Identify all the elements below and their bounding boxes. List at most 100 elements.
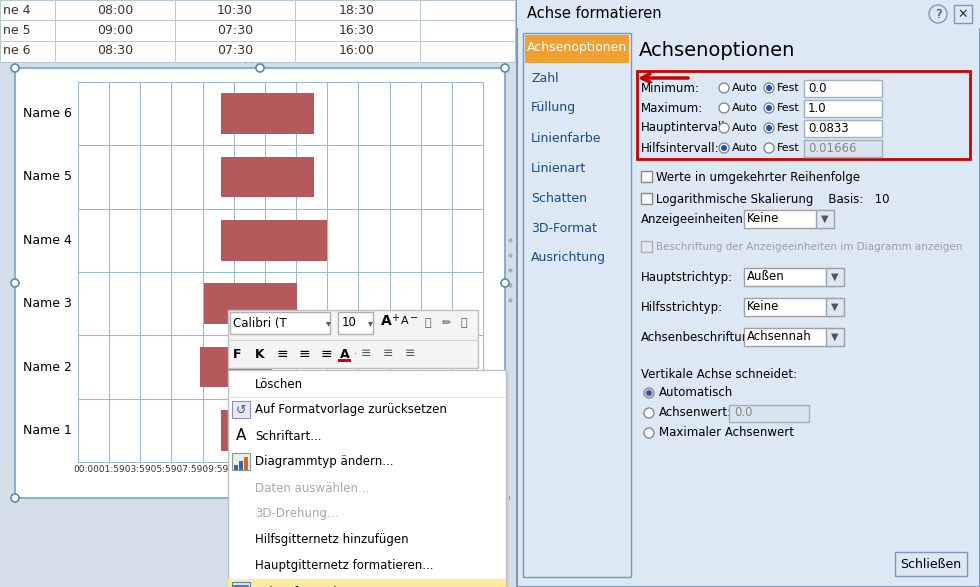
Circle shape (766, 125, 772, 131)
Text: Diagrammtyp ändern...: Diagrammtyp ändern... (255, 456, 394, 468)
Text: ✕: ✕ (957, 8, 968, 21)
Text: ≡: ≡ (277, 347, 289, 361)
Text: 09:00: 09:00 (97, 23, 133, 36)
Text: Außen: Außen (747, 271, 785, 284)
Text: ?: ? (935, 8, 942, 21)
Text: 🖊: 🖊 (460, 318, 466, 328)
Text: Zahl: Zahl (531, 72, 559, 85)
Circle shape (646, 390, 652, 396)
Text: ≡: ≡ (321, 347, 332, 361)
Text: Achse formatieren...: Achse formatieren... (255, 585, 374, 587)
Circle shape (719, 123, 729, 133)
Bar (517, 0, 980, 28)
Text: Auto: Auto (732, 123, 758, 133)
Text: ✏: ✏ (442, 318, 452, 328)
Bar (525, 35, 629, 63)
Text: Auto: Auto (732, 143, 758, 153)
Text: A: A (381, 314, 392, 328)
Text: ▼: ▼ (831, 272, 839, 282)
Bar (641, 193, 652, 204)
Text: Auto: Auto (732, 83, 758, 93)
Text: Linienart: Linienart (531, 161, 586, 174)
Text: 🪣: 🪣 (424, 318, 430, 328)
Bar (804, 120, 882, 137)
Text: Achsenoptionen: Achsenoptionen (639, 42, 796, 60)
Circle shape (11, 279, 19, 287)
Text: Linienfarbe: Linienfarbe (531, 131, 602, 144)
Bar (826, 328, 844, 346)
Bar (517, 0, 980, 587)
Bar (228, 310, 478, 368)
Text: ▾: ▾ (368, 318, 372, 328)
Text: Vertikale Achse schneidet:: Vertikale Achse schneidet: (641, 369, 797, 382)
Bar (200, 347, 272, 387)
Bar (15, 68, 505, 498)
Bar (729, 405, 809, 422)
Bar (816, 210, 834, 228)
Text: ≡: ≡ (405, 348, 416, 360)
Text: 18:30: 18:30 (339, 4, 375, 16)
Text: Achsenwert:: Achsenwert: (659, 407, 732, 420)
Text: ▼: ▼ (831, 332, 839, 342)
Bar (232, 582, 250, 587)
Text: Achse formatieren: Achse formatieren (527, 6, 662, 22)
Text: ▼: ▼ (831, 302, 839, 312)
Text: ne 5: ne 5 (3, 23, 30, 36)
Bar (744, 268, 834, 286)
Text: ↺: ↺ (236, 403, 246, 417)
Text: 16:30: 16:30 (339, 23, 375, 36)
Bar (804, 80, 882, 97)
Bar (205, 284, 297, 324)
Text: Hauptstrichtyp:: Hauptstrichtyp: (641, 271, 733, 284)
Text: 08:30: 08:30 (97, 45, 133, 58)
Text: Werte in umgekehrter Reihenfolge: Werte in umgekehrter Reihenfolge (656, 170, 860, 184)
Text: Beschriftung der Anzeigeeinheiten im Diagramm anzeigen: Beschriftung der Anzeigeeinheiten im Dia… (656, 242, 962, 252)
Circle shape (764, 83, 774, 93)
Bar (804, 140, 882, 157)
Text: Name 4: Name 4 (23, 234, 72, 247)
Text: ne 6: ne 6 (3, 45, 30, 58)
Text: K: K (255, 348, 265, 360)
Circle shape (719, 143, 729, 153)
Text: Löschen: Löschen (255, 377, 303, 390)
Text: Schatten: Schatten (531, 191, 587, 204)
Bar (338, 359, 351, 362)
Text: +: + (391, 313, 399, 323)
Bar (228, 579, 506, 587)
Text: Fest: Fest (777, 143, 800, 153)
Text: Achsenbeschriftungen:: Achsenbeschriftungen: (641, 330, 776, 343)
Text: Automatisch: Automatisch (659, 386, 733, 400)
Text: 0.0833: 0.0833 (808, 122, 849, 134)
Text: Schließen: Schließen (901, 558, 961, 571)
Circle shape (764, 143, 774, 153)
Text: 07:30: 07:30 (217, 45, 253, 58)
Text: Name 3: Name 3 (23, 297, 72, 310)
Bar (954, 5, 972, 23)
Text: Achsenoptionen: Achsenoptionen (527, 42, 627, 55)
Text: ≡: ≡ (361, 348, 371, 360)
Text: ▾: ▾ (326, 318, 331, 328)
Circle shape (766, 85, 772, 91)
Bar (744, 328, 834, 346)
Circle shape (256, 64, 264, 72)
Text: Keine: Keine (747, 301, 779, 313)
Circle shape (256, 494, 264, 502)
Circle shape (929, 5, 947, 23)
Text: Schriftart...: Schriftart... (255, 430, 321, 443)
Bar (221, 410, 247, 451)
Bar (239, 461, 243, 470)
Text: Auf Formatvorlage zurücksetzen: Auf Formatvorlage zurücksetzen (255, 403, 447, 417)
Text: 07:30: 07:30 (217, 23, 253, 36)
Bar (826, 268, 844, 286)
Circle shape (766, 105, 772, 111)
Text: 00:0001:5903:5905:5907:5909:5911:5913:5915:5917:5919:5921:5923:59: 00:0001:5903:5905:5907:5909:5911:5913:59… (73, 465, 409, 474)
Text: ≡: ≡ (383, 348, 394, 360)
Bar (637, 71, 970, 159)
Circle shape (11, 494, 19, 502)
Text: ▼: ▼ (821, 214, 829, 224)
Text: Hilfsstrichtyp:: Hilfsstrichtyp: (641, 301, 723, 313)
Bar (228, 370, 506, 587)
Circle shape (719, 83, 729, 93)
Circle shape (11, 64, 19, 72)
Text: Maximaler Achsenwert: Maximaler Achsenwert (659, 427, 794, 440)
